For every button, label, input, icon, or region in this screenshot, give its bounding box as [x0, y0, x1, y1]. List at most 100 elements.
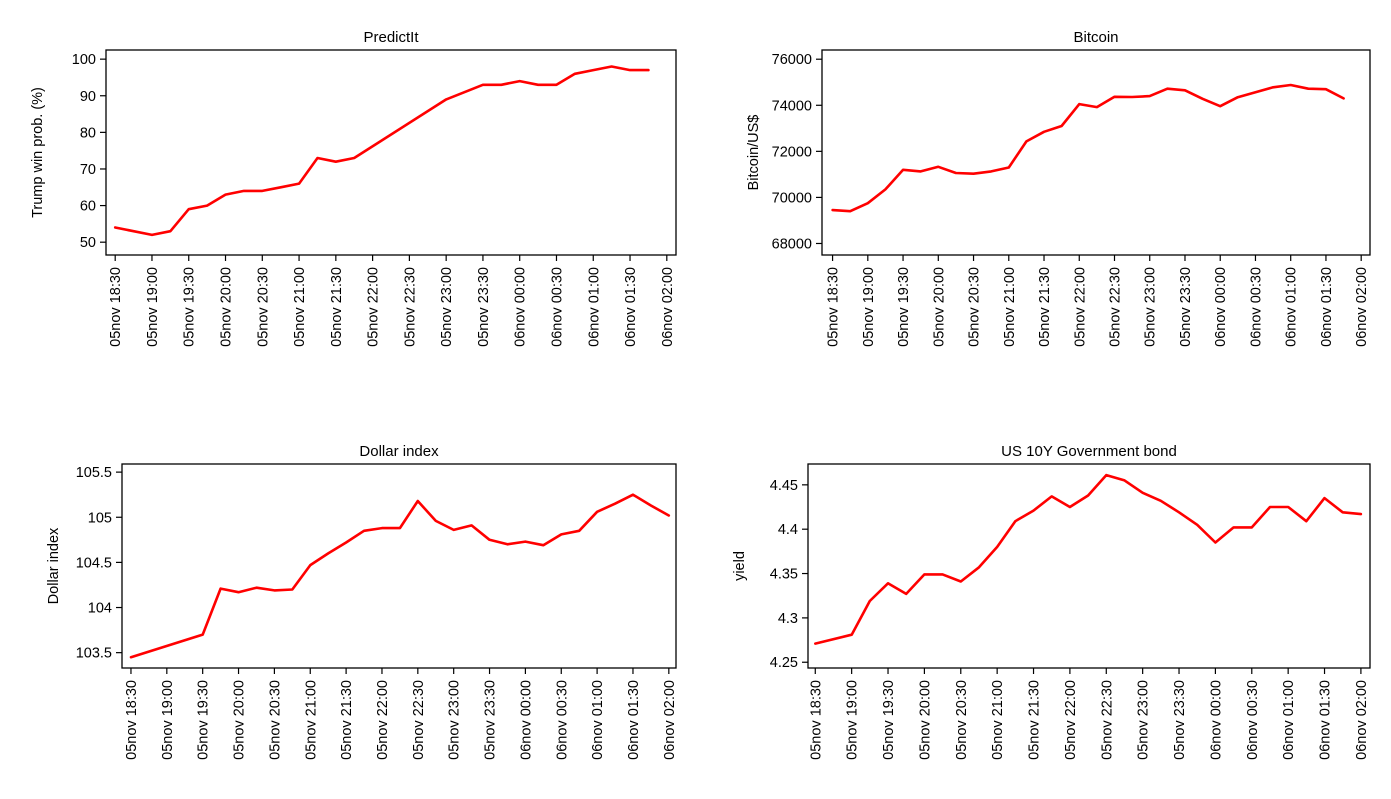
series-line	[813, 473, 1363, 645]
series-line	[129, 493, 671, 659]
x-tick-label: 05nov 19:00	[861, 267, 877, 347]
x-tick-label: 05nov 23:00	[1136, 680, 1152, 760]
x-tick-label: 06nov 01:30	[626, 680, 642, 760]
chart-panel-bitcoin: Bitcoin Bitcoin/US$ 68000 70000 72000 74000 76…	[746, 29, 1371, 347]
y-tick-label: 4.25	[770, 655, 798, 671]
plot-frame	[821, 49, 1371, 256]
x-tick-label: 06nov 01:00	[1284, 267, 1300, 347]
x-tick-label: 06nov 00:30	[554, 680, 570, 760]
x-tick-label: 06nov 01:30	[623, 267, 639, 347]
y-tick-label: 74000	[772, 98, 812, 114]
x-tick-label: 05nov 21:00	[303, 680, 319, 760]
y-tick-label: 100	[72, 52, 96, 68]
chart-panel-us-10y-bond: US 10Y Government bond yield 4.25 4.3 4.35 4.…	[732, 443, 1371, 760]
x-tick-label: 06nov 00:30	[549, 267, 565, 347]
x-tick-label: 05nov 23:00	[439, 267, 455, 347]
x-tick-label: 05nov 20:30	[967, 267, 983, 347]
series-line	[831, 83, 1345, 213]
x-tick-label: 05nov 22:00	[366, 267, 382, 347]
x-tick-label: 05nov 21:00	[1002, 267, 1018, 347]
x-tick-label: 05nov 20:30	[954, 680, 970, 760]
x-tick-label: 05nov 20:00	[917, 680, 933, 760]
x-tick-label: 06nov 01:00	[586, 267, 602, 347]
y-tick-label: 60	[80, 199, 96, 215]
x-tick-label: 06nov 00:00	[1208, 680, 1224, 760]
y-tick-label: 104.5	[76, 555, 112, 571]
chart-title: PredictIt	[363, 29, 419, 46]
y-tick-label: 4.4	[778, 522, 798, 538]
y-tick-label: 103.5	[76, 646, 112, 662]
x-tick-label: 05nov 20:30	[255, 267, 271, 347]
x-tick-label: 06nov 02:00	[1354, 267, 1370, 347]
plot-frame	[807, 463, 1371, 669]
x-tick-label: 06nov 00:30	[1245, 680, 1261, 760]
y-tick-label: 72000	[772, 144, 812, 160]
x-tick-label: 06nov 00:00	[513, 267, 529, 347]
y-axis-label: Dollar index	[46, 527, 62, 604]
x-tick-label: 05nov 21:30	[1037, 267, 1053, 347]
x-tick-label: 05nov 19:30	[881, 680, 897, 760]
x-tick-label: 05nov 21:30	[329, 267, 345, 347]
x-tick-label: 06nov 02:00	[660, 267, 676, 347]
x-tick-label: 05nov 21:30	[339, 680, 355, 760]
y-tick-label: 70000	[772, 190, 812, 206]
x-tick-label: 05nov 20:00	[931, 267, 947, 347]
y-tick-label: 70	[80, 162, 96, 178]
chart-title: Dollar index	[359, 443, 439, 460]
y-tick-label: 4.3	[778, 611, 798, 627]
x-tick-label: 05nov 19:30	[896, 267, 912, 347]
x-tick-label: 05nov 22:00	[1072, 267, 1088, 347]
y-tick-label: 4.35	[770, 567, 798, 583]
x-tick-label: 06nov 01:30	[1319, 267, 1335, 347]
y-axis-label: Trump win prob. (%)	[30, 87, 46, 218]
x-tick-label: 05nov 19:00	[845, 680, 861, 760]
chart-title: US 10Y Government bond	[1001, 443, 1177, 460]
x-tick-label: 05nov 23:30	[483, 680, 499, 760]
y-tick-label: 68000	[772, 236, 812, 252]
x-tick-label: 05nov 21:00	[292, 267, 308, 347]
x-tick-label: 05nov 18:30	[826, 267, 842, 347]
x-tick-label: 05nov 23:30	[1178, 267, 1194, 347]
x-tick-label: 05nov 19:30	[196, 680, 212, 760]
x-tick-label: 05nov 19:00	[145, 267, 161, 347]
x-tick-label: 06nov 02:00	[1354, 680, 1370, 760]
x-tick-label: 06nov 01:30	[1318, 680, 1334, 760]
y-tick-label: 4.45	[770, 478, 798, 494]
y-tick-label: 90	[80, 89, 96, 105]
y-tick-label: 76000	[772, 52, 812, 68]
x-tick-label: 05nov 20:00	[219, 267, 235, 347]
x-tick-label: 05nov 21:00	[990, 680, 1006, 760]
y-tick-label: 105	[88, 510, 112, 526]
x-tick-label: 05nov 23:30	[1172, 680, 1188, 760]
x-tick-label: 06nov 01:00	[1281, 680, 1297, 760]
x-tick-label: 06nov 01:00	[590, 680, 606, 760]
y-tick-label: 105.5	[76, 465, 112, 481]
x-tick-label: 05nov 20:30	[267, 680, 283, 760]
plot-frame	[105, 49, 677, 256]
y-tick-label: 104	[88, 601, 112, 617]
x-tick-label: 05nov 22:30	[1099, 680, 1115, 760]
plot-frame	[121, 463, 677, 669]
x-tick-label: 06nov 00:00	[518, 680, 534, 760]
chart-panel-dollar-index: Dollar index Dollar index 103.5 104 104.5 105…	[46, 443, 678, 760]
x-tick-label: 05nov 23:30	[476, 267, 492, 347]
x-tick-label: 05nov 22:30	[402, 267, 418, 347]
x-tick-label: 05nov 20:00	[232, 680, 248, 760]
x-tick-label: 05nov 18:30	[108, 267, 124, 347]
x-tick-label: 05nov 18:30	[124, 680, 140, 760]
y-axis-label: yield	[732, 551, 748, 581]
y-axis-label: Bitcoin/US$	[746, 115, 762, 191]
x-tick-label: 06nov 00:30	[1248, 267, 1264, 347]
x-tick-label: 05nov 22:30	[411, 680, 427, 760]
x-tick-label: 05nov 18:30	[808, 680, 824, 760]
x-tick-label: 05nov 23:00	[447, 680, 463, 760]
series-line	[113, 65, 650, 237]
chart-title: Bitcoin	[1073, 29, 1118, 46]
x-tick-label: 05nov 21:30	[1027, 680, 1043, 760]
x-tick-label: 05nov 22:30	[1108, 267, 1124, 347]
chart-panel-predictit: PredictIt Trump win prob. (%) 50 60 70 80 90 10…	[30, 29, 677, 347]
x-tick-label: 06nov 00:00	[1213, 267, 1229, 347]
x-tick-label: 05nov 22:00	[1063, 680, 1079, 760]
y-tick-label: 80	[80, 125, 96, 141]
